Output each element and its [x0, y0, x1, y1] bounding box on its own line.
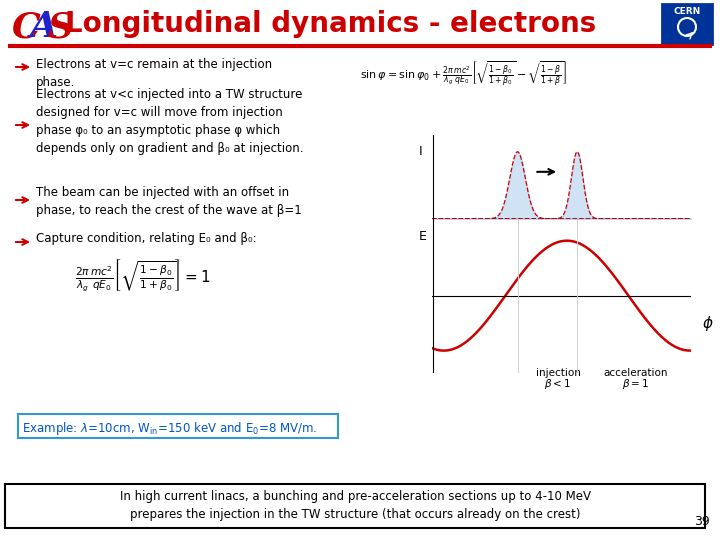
Text: Electrons at v=c remain at the injection
phase.: Electrons at v=c remain at the injection…: [36, 58, 272, 89]
Text: I: I: [419, 145, 423, 158]
Text: CERN: CERN: [673, 7, 701, 16]
Text: $\frac{2\pi}{\lambda_g}\frac{mc^2}{qE_0}\left[\sqrt{\frac{1-\beta_0}{1+\beta_0}}: $\frac{2\pi}{\lambda_g}\frac{mc^2}{qE_0}…: [75, 258, 210, 294]
Text: $\sin\varphi = \sin\varphi_0 + \frac{2\pi}{\lambda_g}\frac{mc^2}{qE_0}\left[\sqr: $\sin\varphi = \sin\varphi_0 + \frac{2\p…: [360, 60, 567, 89]
Text: Electrons at v<c injected into a TW structure
designed for v=c will move from in: Electrons at v<c injected into a TW stru…: [36, 88, 304, 155]
Bar: [18, 414, 338, 438]
Text: 39: 39: [694, 515, 710, 528]
Text: $\beta=1$: $\beta=1$: [623, 377, 649, 391]
Text: In high current linacs, a bunching and pre-acceleration sections up to 4-10 MeV
: In high current linacs, a bunching and p…: [120, 490, 590, 521]
Text: E: E: [419, 230, 427, 242]
Text: S: S: [48, 10, 74, 44]
Text: The beam can be injected with an offset in
phase, to reach the crest of the wave: The beam can be injected with an offset …: [36, 186, 302, 217]
Text: acceleration: acceleration: [604, 368, 668, 378]
Text: injection: injection: [536, 368, 580, 378]
Text: $\beta<1$: $\beta<1$: [544, 377, 572, 391]
Text: Capture condition, relating E₀ and β₀:: Capture condition, relating E₀ and β₀:: [36, 232, 256, 245]
Bar: [5, 484, 705, 528]
Text: C: C: [12, 10, 41, 44]
Text: A: A: [30, 10, 58, 44]
Text: Longitudinal dynamics - electrons: Longitudinal dynamics - electrons: [65, 10, 596, 38]
Bar: [662, 4, 712, 44]
Text: $\phi$: $\phi$: [701, 314, 713, 333]
Text: Example: $\lambda$=10cm, W$_{\rm in}$=150 keV and E$_0$=8 MV/m.: Example: $\lambda$=10cm, W$_{\rm in}$=15…: [22, 420, 318, 437]
